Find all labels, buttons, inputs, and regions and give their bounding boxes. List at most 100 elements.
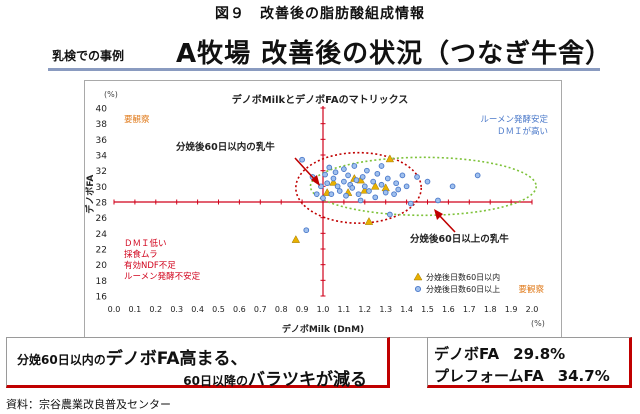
- data-point-after-60: [399, 172, 406, 179]
- data-point-after-60: [359, 174, 366, 180]
- data-point-after-60: [382, 189, 389, 196]
- quadrant-label-bottom-left-2: 採食ムラ: [124, 249, 158, 260]
- data-point-after-60: [364, 167, 370, 174]
- arrow-within-60-line: [294, 157, 317, 182]
- data-point-after-60: [435, 197, 441, 204]
- callout-left-line1-prefix: 分娩60日以内の: [17, 353, 106, 367]
- summary-callout-left: 分娩60日以内のデノボFA高まる、 60日以降のバラツキが減る: [6, 337, 390, 390]
- callout-left-line1-emphasis: デノボFA高まる、: [105, 349, 248, 369]
- x-tick-label: 0.7: [254, 305, 267, 314]
- data-point-after-60: [393, 180, 400, 187]
- heading-underline: [48, 68, 600, 71]
- x-tick-label: 0.0: [108, 305, 121, 314]
- data-point-after-60: [341, 166, 347, 172]
- data-point-within-60: [385, 154, 395, 163]
- data-point-within-60: [291, 235, 301, 243]
- legend-marker-within-60: [413, 272, 423, 281]
- x-tick-label: 0.6: [233, 305, 246, 314]
- x-tick-label: 1.7: [463, 305, 476, 314]
- data-point-after-60: [336, 188, 343, 194]
- quadrant-label-bottom-left-3: 有効NDF不足: [124, 260, 176, 271]
- x-axis-title: デノボMilk (DnM): [282, 323, 364, 335]
- data-point-after-60: [414, 174, 420, 180]
- data-point-after-60: [357, 197, 364, 204]
- arrow-after-60-line: [437, 213, 456, 233]
- x-tick-label: 2.0: [526, 305, 539, 314]
- figure-title: 図９ 改善後の脂肪酸組成情報: [215, 6, 425, 22]
- y-axis-title: デノボFA: [84, 175, 96, 214]
- x-tick-label: 1.3: [379, 305, 392, 314]
- y-tick-label: 40: [96, 105, 108, 115]
- x-tick-label: 0.4: [191, 305, 204, 314]
- annotation-after-60: 分娩後60日以上の乳牛: [410, 233, 509, 245]
- data-point-after-60: [395, 186, 402, 193]
- data-point-after-60: [326, 164, 333, 171]
- data-point-after-60: [341, 178, 347, 185]
- data-point-after-60: [349, 185, 356, 191]
- preformed-fa-value: 34.7%: [557, 367, 610, 385]
- data-point-after-60: [324, 180, 331, 187]
- denovo-fa-label: デノボFA: [434, 345, 500, 363]
- x-axis-unit: (%): [531, 319, 545, 328]
- y-tick-label: 38: [96, 120, 108, 130]
- ellipse-after_60: [309, 156, 537, 217]
- y-tick-label: 32: [96, 167, 107, 177]
- preformed-fa-row: プレフォームFA 34.7%: [434, 365, 610, 386]
- y-tick-label: 30: [96, 183, 108, 193]
- data-point-after-60: [355, 191, 362, 198]
- data-point-after-60: [474, 172, 481, 179]
- data-point-after-60: [313, 191, 320, 198]
- y-tick-label: 16: [96, 293, 108, 303]
- x-tick-label: 0.8: [275, 305, 288, 314]
- y-tick-label: 28: [96, 199, 108, 209]
- quadrant-label-bottom-left-1: ＤＭＩ低い: [124, 238, 167, 249]
- callout-left-line1: 分娩60日以内のデノボFA高まる、: [17, 344, 248, 369]
- page-heading: A牧場 改善後の状況（つなぎ牛舎）: [176, 39, 613, 69]
- x-tick-label: 1.0: [317, 305, 330, 314]
- arrow-after-60-head: [434, 209, 443, 220]
- denovo-fa-value: 29.8%: [513, 345, 566, 363]
- preformed-fa-label: プレフォームFA: [434, 367, 544, 385]
- data-point-after-60: [366, 188, 372, 194]
- quadrant-label-top-left: 要観察: [124, 114, 150, 125]
- x-tick-label: 0.3: [170, 305, 183, 314]
- y-tick-label: 34: [96, 152, 108, 162]
- chart-title: デノボMilkとデノボFAのマトリックス: [232, 93, 409, 106]
- callout-left-line2: 60日以降のバラツキが減る: [183, 365, 367, 390]
- callout-left-line2-prefix: 60日以降の: [183, 374, 248, 388]
- data-point-after-60: [374, 170, 381, 177]
- data-point-after-60: [391, 191, 397, 198]
- annotation-within-60: 分娩後60日以内の乳牛: [176, 141, 275, 153]
- quadrant-label-bottom-left-4: ルーメン発酵不安定: [124, 271, 201, 282]
- quadrant-label-top-right-1: ルーメン発酵安定: [480, 114, 548, 125]
- data-point-after-60: [299, 156, 305, 163]
- data-point-within-60: [364, 217, 374, 225]
- data-point-after-60: [332, 169, 339, 176]
- y-tick-label: 24: [96, 230, 108, 240]
- data-point-within-60: [329, 177, 338, 186]
- data-point-after-60: [345, 172, 351, 179]
- y-tick-label: 20: [96, 261, 108, 271]
- summary-callout-right: デノボFA 29.8% プレフォームFA 34.7%: [427, 337, 632, 388]
- data-point-after-60: [424, 178, 431, 185]
- data-point-after-60: [353, 177, 360, 183]
- x-tick-label: 0.9: [296, 305, 309, 314]
- y-tick-label: 36: [96, 136, 108, 146]
- x-tick-label: 0.1: [129, 305, 142, 314]
- y-axis-unit: (%): [104, 90, 118, 99]
- x-tick-label: 1.4: [400, 305, 413, 314]
- data-point-after-60: [372, 194, 379, 201]
- x-tick-label: 1.5: [421, 305, 434, 314]
- legend-label-within-60: 分娩後日数60日以内: [426, 272, 500, 282]
- data-point-after-60: [387, 211, 393, 218]
- legend-label-after-60: 分娩後日数60日以上: [426, 284, 500, 294]
- data-point-after-60: [361, 183, 368, 190]
- data-point-after-60: [303, 227, 310, 234]
- data-point-after-60: [407, 200, 414, 207]
- data-point-after-60: [370, 178, 377, 185]
- x-tick-label: 0.5: [212, 305, 225, 314]
- quadrant-label-top-right-2: ＤＭＩが高い: [497, 126, 548, 137]
- data-point-after-60: [384, 175, 391, 182]
- data-point-after-60: [403, 183, 410, 190]
